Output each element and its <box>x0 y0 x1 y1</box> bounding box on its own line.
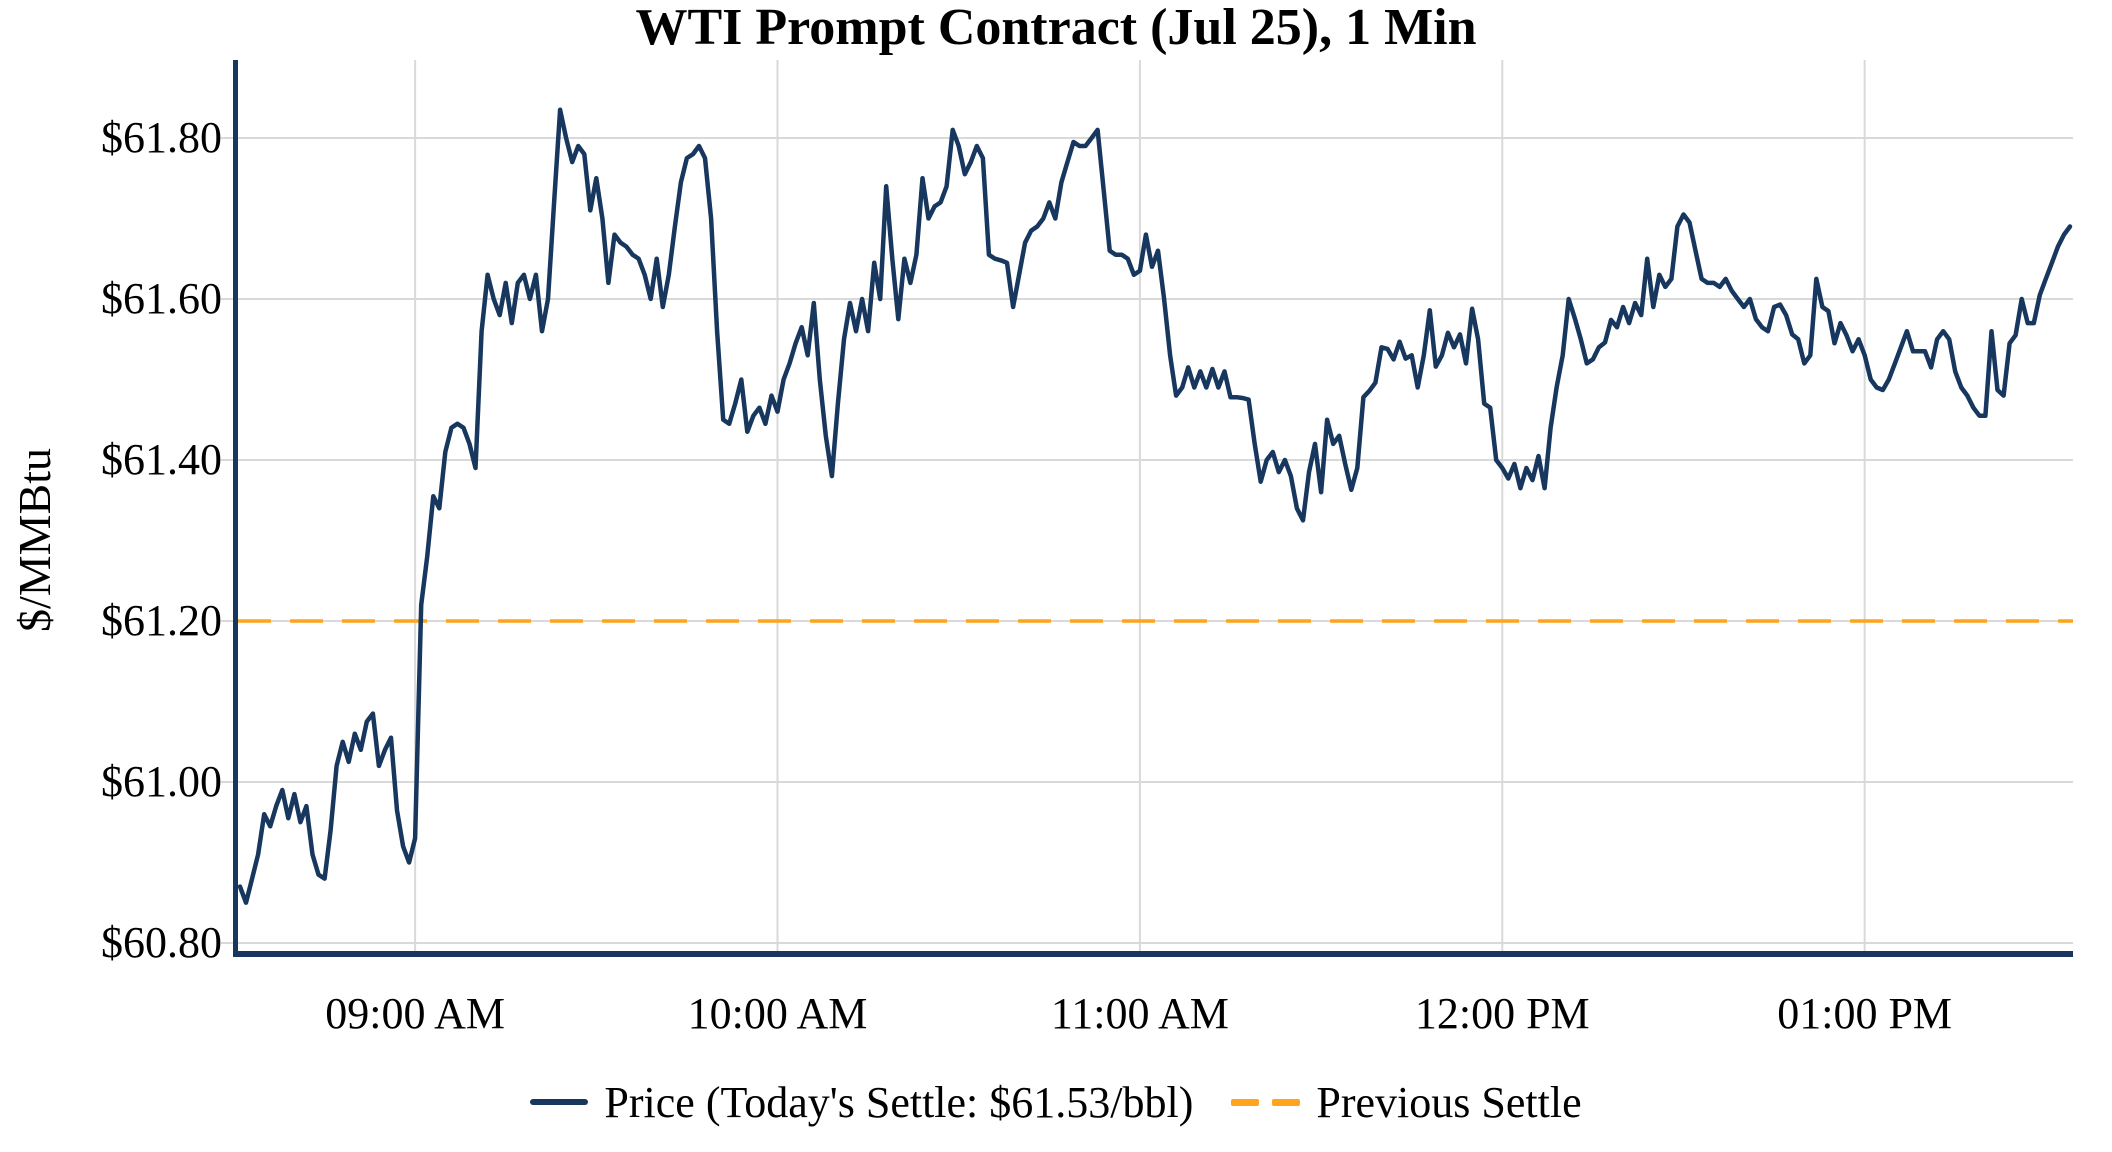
legend: Price (Today's Settle: $61.53/bbl) Previ… <box>0 1072 2112 1132</box>
previous-settle-dash-icon <box>1231 1098 1301 1106</box>
dash-icon <box>1272 1098 1301 1106</box>
dash-icon <box>1231 1098 1260 1106</box>
y-tick-label: $60.80 <box>101 918 222 967</box>
price-line <box>238 107 2073 905</box>
x-tick-label: 01:00 PM <box>1777 989 1953 1038</box>
x-tick-label: 10:00 AM <box>687 989 868 1038</box>
y-tick-label: $61.20 <box>101 596 222 645</box>
legend-price-label: Price (Today's Settle: $61.53/bbl) <box>604 1077 1194 1127</box>
plot-area <box>233 60 2073 957</box>
x-tick-label: 11:00 AM <box>1050 989 1229 1038</box>
price-line-swatch-icon <box>530 1099 589 1105</box>
y-tick-label: $61.00 <box>101 757 222 806</box>
y-tick-mark <box>221 459 233 461</box>
chart-title: WTI Prompt Contract (Jul 25), 1 Min <box>635 0 1477 56</box>
y-tick-mark <box>221 298 233 300</box>
y-tick-mark <box>221 781 233 783</box>
y-tick-label: $61.60 <box>101 274 222 323</box>
y-tick-mark <box>221 620 233 622</box>
y-tick-mark <box>221 942 233 944</box>
x-tick-label: 09:00 AM <box>325 989 505 1038</box>
legend-previous-settle-label: Previous Settle <box>1316 1077 1582 1127</box>
plot-canvas <box>238 60 2073 951</box>
x-tick-label: 12:00 PM <box>1414 989 1590 1038</box>
y-tick-label: $61.40 <box>101 435 222 484</box>
y-tick-label: $61.80 <box>101 113 222 162</box>
y-tick-mark <box>221 137 233 139</box>
